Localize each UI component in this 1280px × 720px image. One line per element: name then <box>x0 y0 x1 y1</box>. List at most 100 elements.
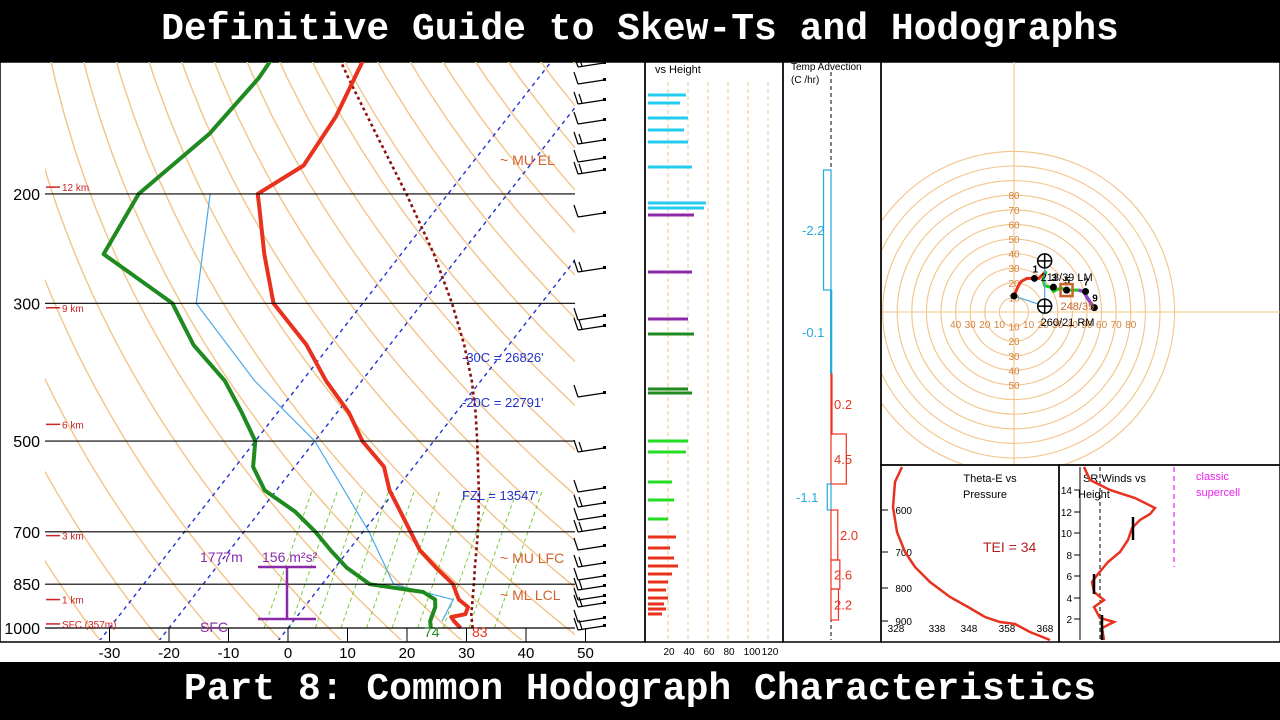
theta-e-profile <box>891 466 1051 642</box>
wind-barb <box>573 204 606 218</box>
virtual-temp-trace <box>195 193 454 622</box>
tei-label: TEI = 34 <box>983 539 1037 555</box>
advection-value: 0.2 <box>834 397 852 412</box>
isotherm-minus-30 <box>99 62 552 640</box>
dry-adiabat-line <box>409 62 575 277</box>
hodo-surface-marker <box>1010 292 1018 300</box>
mixing-ratio-line <box>468 490 518 629</box>
wind-barb <box>573 519 606 533</box>
hodo-v-label: 50 <box>1008 381 1020 392</box>
advection-value: 2.6 <box>834 568 852 583</box>
hodo-v-label: 10 <box>1008 323 1020 334</box>
winds-tick-label: 40 <box>683 647 695 658</box>
advection-units: (C /hr) <box>791 75 819 86</box>
pressure-label: 300 <box>13 296 40 313</box>
effective-srh-label: 156 m²s² <box>262 549 318 565</box>
advection-bar <box>830 588 840 621</box>
wind-barb <box>573 537 606 551</box>
height-label: 1 km <box>62 596 84 607</box>
hodo-height-label: 7 <box>1084 278 1090 289</box>
skewt-diagram: 200300500700850100015 km12 km9 km6 km3 k… <box>4 62 606 662</box>
top-title-banner: Definitive Guide to Skew-Ts and Hodograp… <box>0 0 1280 62</box>
mixing-ratio-line <box>391 490 441 629</box>
temp-tick-label: 40 <box>518 645 535 662</box>
mixing-ratio-line <box>340 490 390 629</box>
dry-adiabat-line <box>246 62 575 496</box>
height-label: 6 km <box>62 420 84 431</box>
temp-tick-label: -30 <box>99 645 121 662</box>
sr-winds-frame <box>1058 464 1280 643</box>
dry-adiabat-line <box>213 62 575 542</box>
hodo-height-label: 3 <box>1051 273 1057 284</box>
video-title: Definitive Guide to Skew-Ts and Hodograp… <box>161 8 1119 51</box>
ml-lcl-label: ~ ML LCL <box>500 587 561 603</box>
wind-barb <box>573 307 606 321</box>
mean-wind-label: 248/39 <box>1061 301 1095 313</box>
bottom-subtitle-banner: Part 8: Common Hodograph Characteristics <box>0 662 1280 720</box>
dry-adiabat-line <box>279 62 575 451</box>
storm-motion-label: 260/21 RM <box>1041 317 1095 329</box>
dry-adiabat-line <box>311 62 575 407</box>
pressure-label: 1000 <box>4 621 40 638</box>
height-label: 3 km <box>62 532 84 543</box>
temp-tick-label: 30 <box>458 645 475 662</box>
advection-bar <box>826 483 832 511</box>
advection-header: Temp Advection <box>791 62 862 73</box>
advection-value: -1.1 <box>796 490 818 505</box>
hodo-height-label: 5 <box>1065 276 1071 287</box>
classification-label: classic <box>1196 471 1230 483</box>
winds-panel-header: vs Height <box>655 64 701 76</box>
dry-adiabat-line <box>45 166 342 640</box>
hodo-u-label: 20 <box>979 320 991 331</box>
sr-winds-panel: SR Winds vs Height 14 12 10 8 6 4 2 classic superc… <box>1061 466 1240 641</box>
mean-wind-marker <box>1059 282 1074 298</box>
wind-barb <box>575 62 606 68</box>
temp-tick-label: -10 <box>218 645 240 662</box>
theta-e-x-label: 368 <box>1037 624 1054 635</box>
hodo-ring-label: 40 <box>1008 250 1020 261</box>
height-label: 15 km <box>62 62 89 63</box>
mixing-ratio-line <box>442 490 492 629</box>
wind-barb <box>573 259 606 273</box>
advection-bar <box>830 373 833 435</box>
theta-e-x-label: 328 <box>888 624 905 635</box>
hodo-ring-label: 50 <box>1008 235 1020 246</box>
video-subtitle: Part 8: Common Hodograph Characteristics <box>183 668 1097 711</box>
inflow-depth-label: 1777m <box>200 549 243 565</box>
theta-e-subtitle: Pressure <box>963 489 1007 501</box>
dry-adiabat-line <box>45 278 282 640</box>
wind-barb <box>573 161 606 175</box>
sr-height-label: 14 <box>1061 486 1073 497</box>
sr-height-label: 4 <box>1066 594 1072 605</box>
hodo-u-label: 60 <box>1096 320 1108 331</box>
wind-barb <box>573 384 606 398</box>
dry-adiabat-line <box>181 62 575 589</box>
left-mover-marker <box>1036 253 1053 269</box>
theta-e-p-label: 700 <box>895 548 912 559</box>
hodo-ring-label: 60 <box>1008 220 1020 231</box>
temp-tick-label: -20 <box>158 645 180 662</box>
advection-bar <box>822 169 832 291</box>
mixing-ratio-line <box>493 490 543 629</box>
hodo-ring-label: 30 <box>1008 264 1020 275</box>
hodo-ring-label: 80 <box>1008 191 1020 202</box>
right-mover-marker <box>1036 298 1053 314</box>
dry-adiabat-line <box>83 62 463 640</box>
theta-e-p-label: 600 <box>895 506 912 517</box>
winds-tick-label: 100 <box>744 647 761 658</box>
wind-barb <box>573 594 606 608</box>
height-label: 9 km <box>62 304 84 315</box>
wind-barb <box>573 111 606 125</box>
storm-motion-label: 213/39 LM <box>1041 272 1093 284</box>
skewt-plot-area <box>45 62 575 640</box>
sr-height-label: 8 <box>1066 551 1072 562</box>
hodo-height-marker <box>1082 288 1090 296</box>
hodo-u-label: 40 <box>1067 320 1079 331</box>
hodo-height-marker <box>1049 283 1057 291</box>
sr-winds-title: SR Winds vs <box>1083 473 1146 485</box>
sfc-label: SFC <box>200 619 228 635</box>
freezing-isotherm <box>277 258 575 640</box>
hodo-u-label: 50 <box>1081 320 1093 331</box>
hodograph-panel: 1020304050607080403020101020304050607080… <box>882 62 1280 464</box>
hodo-height-label: 1 <box>1032 264 1038 275</box>
